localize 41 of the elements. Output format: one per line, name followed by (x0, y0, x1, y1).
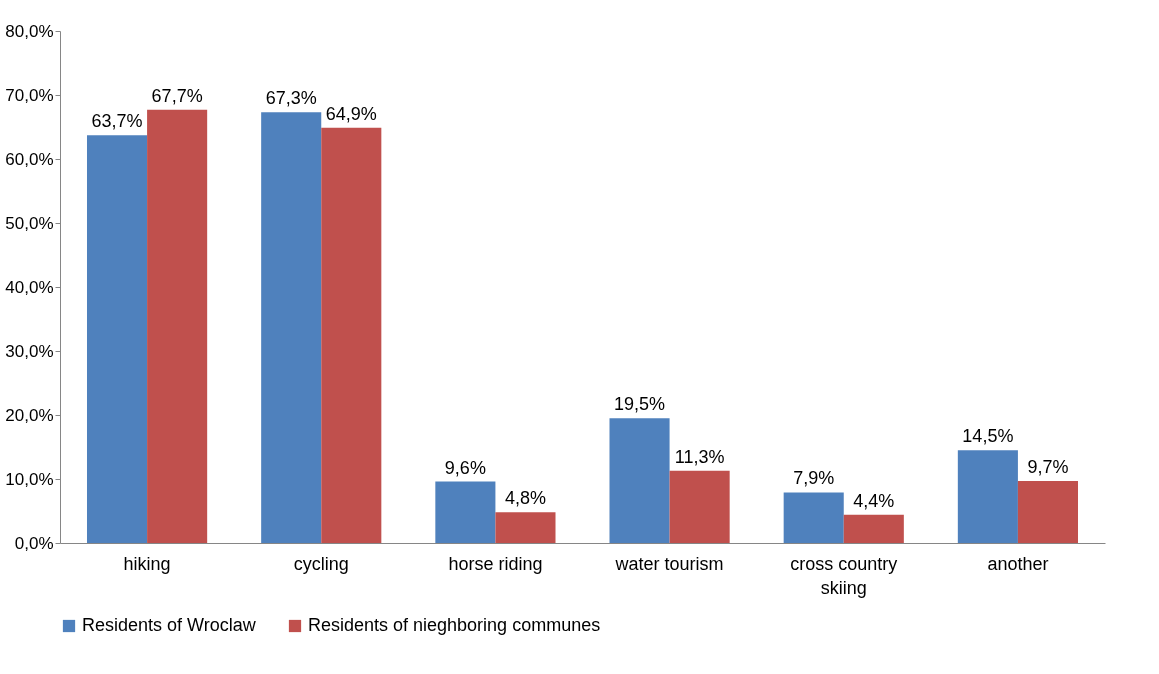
bar (783, 492, 844, 543)
bar (147, 109, 208, 543)
data-label: 67,7% (151, 85, 203, 106)
data-label: 9,6% (444, 457, 486, 478)
x-tick-label: horse riding (448, 553, 543, 574)
data-label: 4,4% (853, 490, 895, 511)
y-tick-label: 50,0% (5, 213, 54, 233)
y-tick-label: 60,0% (5, 149, 54, 169)
bar (669, 470, 730, 543)
data-label: 63,7% (91, 111, 143, 132)
bar (435, 481, 496, 543)
y-tick-label: 30,0% (5, 341, 54, 361)
y-tick-label: 80,0% (5, 21, 54, 41)
y-tick-label: 0,0% (14, 533, 54, 553)
data-label: 9,7% (1027, 456, 1069, 477)
x-tick-label: hiking (123, 553, 171, 574)
bar (87, 135, 148, 543)
data-label: 14,5% (962, 426, 1014, 447)
y-tick-label: 20,0% (5, 405, 54, 425)
data-label: 64,9% (325, 103, 377, 124)
data-label: 4,8% (504, 488, 546, 509)
bar (321, 127, 382, 543)
data-label: 67,3% (265, 88, 317, 109)
bar (261, 112, 322, 543)
x-tick-label: cycling (293, 553, 349, 574)
data-label: 11,3% (674, 446, 725, 467)
data-label: 19,5% (614, 394, 666, 415)
legend-label: Residents of Wroclaw (82, 615, 257, 635)
y-tick-label: 70,0% (5, 85, 54, 105)
bar (609, 418, 670, 543)
x-tick-label: another (987, 553, 1049, 574)
x-tick-label: cross country skiing (790, 553, 898, 598)
y-tick-label: 40,0% (5, 277, 54, 297)
bar (495, 512, 556, 543)
legend-label: Residents of nieghboring communes (308, 615, 601, 635)
bar (1017, 480, 1078, 543)
bar (957, 450, 1018, 543)
bar (843, 514, 904, 543)
data-label: 7,9% (793, 468, 835, 489)
y-tick-label: 10,0% (5, 469, 54, 489)
x-tick-label: water tourism (614, 553, 724, 574)
